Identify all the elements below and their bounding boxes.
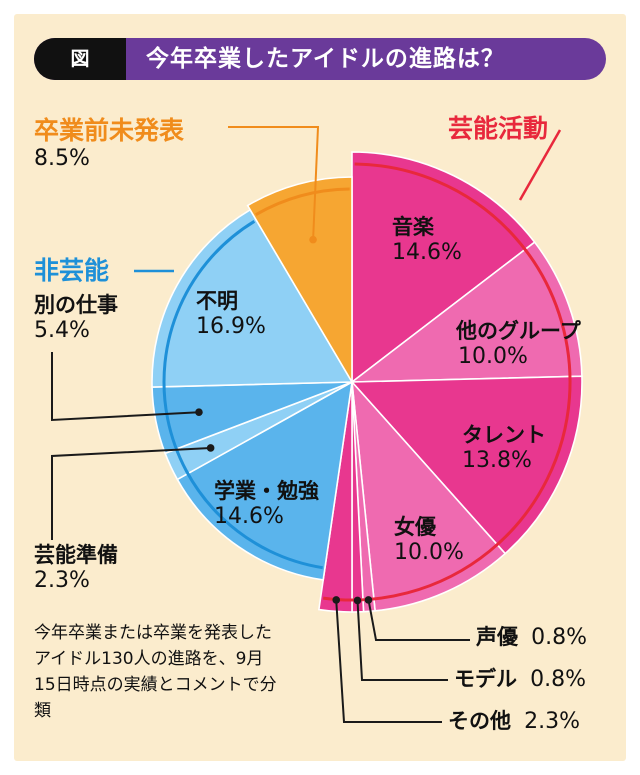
- slice-value: 14.6%: [392, 240, 462, 265]
- leader-model-line: [356, 600, 448, 681]
- slice-label-other-job: 別の仕事 5.4%: [34, 292, 118, 344]
- group-arc-2: [255, 187, 350, 217]
- slice-value: 8.5%: [34, 146, 90, 171]
- slice-name: 学業・勉強: [214, 479, 319, 503]
- leader-voice-line: [367, 599, 470, 641]
- pie-slice-7: [176, 380, 354, 581]
- slice-name: その他: [448, 709, 511, 733]
- title-bar: 図 今年卒業したアイドルの進路は？: [34, 38, 606, 80]
- leader-voice-dot: [364, 596, 373, 604]
- leader-unannounced-line: [228, 126, 320, 240]
- slice-name: 芸能準備: [34, 543, 118, 567]
- slice-name: 卒業前未発表: [34, 116, 185, 145]
- slice-label-model: モデル 0.8%: [454, 666, 586, 693]
- group-tick-entertainment: [518, 129, 562, 201]
- slice-label-prep: 芸能準備 2.3%: [34, 542, 118, 594]
- slice-label-other-group: 他のグループ 10.0%: [456, 318, 581, 370]
- slice-label-unknown: 不明 16.9%: [196, 288, 266, 340]
- slice-value: 14.6%: [214, 504, 284, 529]
- pie-slice-3: [350, 379, 507, 612]
- pie-slice-2: [350, 375, 583, 555]
- slice-value: 0.8%: [531, 625, 587, 650]
- pie-slice-1: [349, 241, 583, 383]
- slice-value: 0.8%: [530, 667, 586, 692]
- figure-tag: 図: [34, 38, 126, 80]
- slice-name: 音楽: [392, 215, 434, 239]
- slice-name: 不明: [196, 289, 238, 313]
- leader-others-line: [335, 599, 442, 723]
- pie-slice-11: [246, 176, 353, 385]
- slice-label-actress: 女優 10.0%: [394, 514, 464, 566]
- leader-prep-dot: [206, 444, 215, 452]
- slice-value: 10.0%: [458, 344, 528, 369]
- leader-other-job-line: [51, 352, 199, 422]
- slice-value: 13.8%: [462, 448, 532, 473]
- chart-title: 今年卒業したアイドルの進路は？: [146, 46, 505, 72]
- pie-slice-10: [151, 208, 354, 388]
- group-label-non-entertainment: 非芸能: [34, 256, 110, 285]
- slice-value: 2.3%: [34, 568, 90, 593]
- slice-name: 声優: [476, 625, 518, 649]
- slice-label-study: 学業・勉強 14.6%: [214, 478, 319, 530]
- slice-name: 女優: [394, 515, 436, 539]
- slice-label-music: 音楽 14.6%: [392, 214, 462, 266]
- slice-value: 5.4%: [34, 318, 90, 343]
- leader-unannounced-dot: [309, 235, 317, 244]
- group-label-entertainment: 芸能活動: [448, 114, 549, 143]
- slice-label-others: その他 2.3%: [448, 708, 580, 735]
- slice-name: タレント: [462, 423, 546, 447]
- slice-name: モデル: [454, 667, 517, 691]
- slice-name: 別の仕事: [34, 293, 118, 317]
- leader-prep-line: [51, 447, 211, 540]
- group-arc-1: [162, 220, 323, 570]
- slice-value: 10.0%: [394, 540, 464, 565]
- pie-slice-0: [351, 151, 536, 384]
- footnote: 今年卒業または卒業を発表したアイドル130人の進路を、9月15日時点の実績とコメ…: [34, 623, 277, 721]
- slice-value: 16.9%: [196, 314, 266, 339]
- slice-label-unannounced: 卒業前未発表 8.5%: [34, 116, 184, 172]
- group-arc-0: [323, 162, 572, 602]
- slice-name: 他のグループ: [456, 319, 581, 343]
- slice-value: 2.3%: [524, 709, 580, 734]
- leader-other-job-dot: [195, 408, 203, 416]
- slice-label-voice: 声優 0.8%: [476, 624, 587, 651]
- slice-label-talent: タレント 13.8%: [462, 422, 546, 474]
